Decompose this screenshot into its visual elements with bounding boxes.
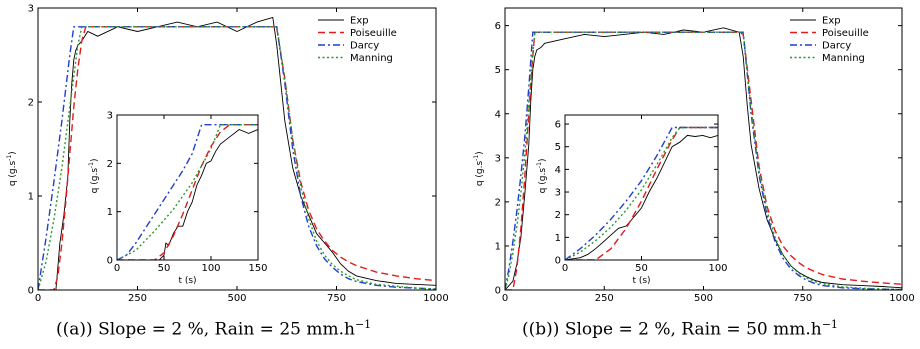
- panel-b-series-poiseuille-line: [505, 31, 902, 290]
- panel-b-series-darcy-line: [505, 31, 902, 290]
- panel-a-ytick-label: 2: [28, 98, 34, 109]
- panel-b-xtick-label: 0: [502, 293, 508, 304]
- panel-a-inset-xtick-label: 0: [114, 263, 120, 274]
- panel-a-inset-series-exp-line: [117, 128, 258, 260]
- panel-a-xtick-label: 1000: [423, 293, 448, 304]
- panel-a-inset-xlabel: t (s): [178, 276, 196, 286]
- panel-a-series-group: [38, 16, 436, 290]
- panel-a-legend-label-manning: Manning: [350, 53, 393, 64]
- panel-a-inset-ytick-label: 2: [107, 159, 113, 170]
- panel-b-xtick-label: 1000: [889, 293, 914, 304]
- panel-b-legend-label-darcy: Darcy: [822, 41, 851, 52]
- panel-b-inset-ylabel: q (g.s-1): [536, 158, 548, 193]
- panel-a-series-manning-line: [38, 26, 436, 290]
- panel-b-xtick-label: 250: [595, 293, 614, 304]
- panel-a-inset-frame: [116, 114, 259, 261]
- panel-b-inset-xtick-label: 100: [708, 263, 727, 274]
- panel-a-inset-ytick-label: 3: [107, 111, 113, 122]
- panel-b-inset-xtick-label: 0: [562, 263, 568, 274]
- caption-a: ((a)) Slope = 2 %, Rain = 25 mm.h−1: [56, 318, 372, 340]
- panel-b-inset-background: [565, 115, 718, 260]
- panel-a-ytick-label: 3: [28, 4, 34, 15]
- panel-b-legend-label-exp: Exp: [822, 16, 841, 27]
- panel-b-inset-xtick-label: 50: [635, 263, 648, 274]
- panel-b-ytick-label: 5: [495, 65, 501, 76]
- panel-b-inset-ytick-label: 1: [555, 233, 561, 244]
- panel-a-ylabel: q (g.s-1): [6, 151, 18, 186]
- panel-b-series-exp-line: [505, 27, 902, 290]
- panel-b-ytick-label: 6: [495, 21, 501, 32]
- panel-b-legend-label-poiseuille: Poiseuille: [822, 28, 869, 39]
- panel-b-inset-series-group: [565, 126, 718, 260]
- panel-b-ytick-label: 4: [495, 109, 501, 120]
- panel-b-ylabel: q (g.s-1): [473, 151, 485, 186]
- panel-a-ytick-label: 0: [28, 286, 34, 297]
- panel-a-legend-label-poiseuille: Poiseuille: [350, 28, 397, 39]
- panel-a-inset-xtick-label: 100: [201, 263, 220, 274]
- panel-b-inset-ytick-label: 4: [555, 165, 561, 176]
- panel-b-inset-ytick-label: 5: [555, 142, 561, 153]
- panel-b-inset-series-manning-line: [565, 126, 718, 260]
- panel-a-inset-series-darcy-line: [117, 123, 258, 260]
- panel-a-legend-label-exp: Exp: [350, 16, 369, 27]
- panel-a-series-darcy-line: [38, 26, 436, 290]
- panel-b-series-group: [505, 27, 902, 290]
- panel-b-ytick-label: 0: [495, 286, 501, 297]
- panel-a-inset-ytick-label: 1: [107, 207, 113, 218]
- panel-a-ytick-label: 1: [28, 192, 34, 203]
- panel-a-xtick-label: 250: [128, 293, 147, 304]
- panel-a-inset-series-poiseuille-line: [117, 123, 258, 260]
- panel-b-inset-xlabel: t (s): [632, 276, 650, 286]
- panel-b-xtick-label: 500: [694, 293, 713, 304]
- panel-a-xtick-label: 750: [327, 293, 346, 304]
- panel-b-inset-series-darcy-line: [565, 126, 718, 260]
- panel-a-legend-label-darcy: Darcy: [350, 41, 379, 52]
- panel-a-xtick-label: 0: [35, 293, 41, 304]
- panel-b-inset-ytick-label: 2: [555, 210, 561, 221]
- panel-b-inset-series-poiseuille-line: [565, 126, 718, 260]
- panel-a-inset-xtick-label: 150: [248, 263, 267, 274]
- panel-b-ytick-label: 3: [495, 153, 501, 164]
- panel-b-inset-series-exp-line: [565, 134, 718, 260]
- panel-a-inset-ytick-label: 0: [107, 256, 113, 267]
- caption-b: ((b)) Slope = 2 %, Rain = 50 mm.h−1: [522, 318, 838, 340]
- panel-b-ytick-label: 1: [495, 241, 501, 252]
- panel-b-inset-ytick-label: 6: [555, 120, 561, 131]
- panel-a-inset-series-group: [117, 123, 258, 260]
- panel-b-xtick-label: 750: [793, 293, 812, 304]
- panel-b-inset-ytick-label: 0: [555, 256, 561, 267]
- panel-a-inset-xtick-label: 50: [158, 263, 171, 274]
- panel-a-xtick-label: 500: [227, 293, 246, 304]
- panel-a-inset-ylabel: q (g.s-1): [88, 158, 100, 193]
- panel-b-inset-ytick-label: 3: [555, 188, 561, 199]
- panel-b-legend-label-manning: Manning: [822, 53, 865, 64]
- panel-b-ytick-label: 2: [495, 197, 501, 208]
